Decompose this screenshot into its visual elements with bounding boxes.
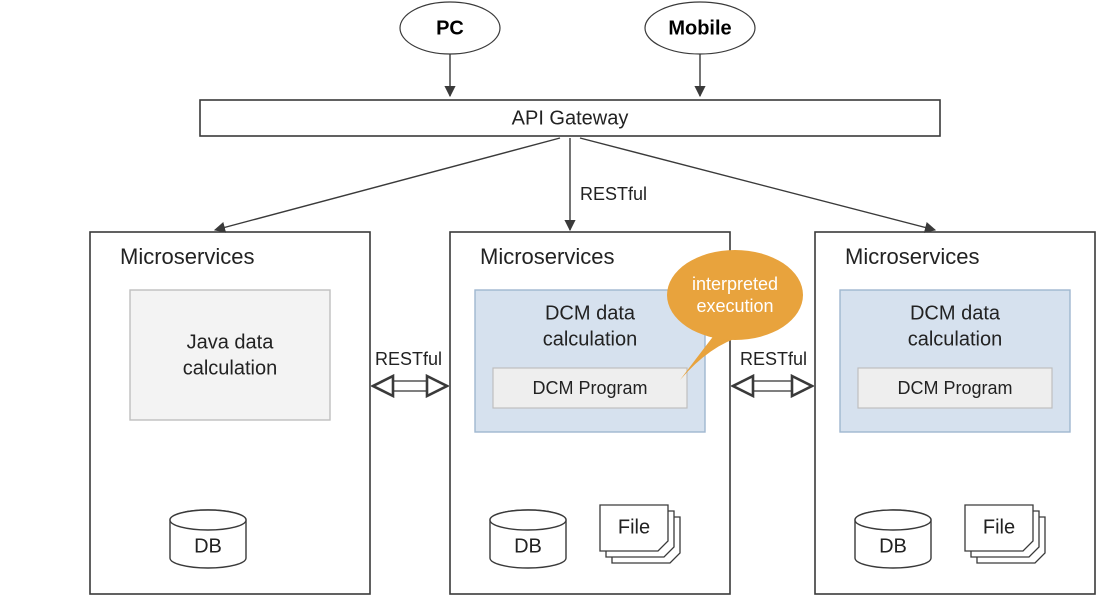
db-icon: DB [855,510,931,568]
db-icon: DB [170,510,246,568]
svg-text:File: File [983,516,1015,538]
svg-text:DCM Program: DCM Program [897,378,1012,398]
svg-text:DCM data: DCM data [910,302,1001,324]
svg-text:execution: execution [696,296,773,316]
java-calc-box [130,290,330,420]
edge-gateway-to-service-0 [215,138,560,230]
edge-restful-bidir-1: RESTful [735,349,810,391]
svg-text:DB: DB [514,535,542,557]
svg-text:API Gateway: API Gateway [512,107,629,129]
api-gateway: API Gateway [200,100,940,136]
svg-text:RESTful: RESTful [580,184,647,204]
file-icon: File [965,505,1045,563]
svg-text:File: File [618,516,650,538]
svg-text:Mobile: Mobile [668,17,731,39]
svg-text:DCM data: DCM data [545,302,636,324]
db-icon: DB [490,510,566,568]
svg-text:Microservices: Microservices [120,244,254,269]
svg-text:RESTful: RESTful [375,349,442,369]
svg-text:interpreted: interpreted [692,274,778,294]
client-pc: PC [400,2,500,54]
svg-text:Microservices: Microservices [845,244,979,269]
svc-dcm-2: Microservices DCM data calculation DCM Prog… [815,232,1095,594]
svg-text:calculation: calculation [543,328,638,350]
svg-text:DB: DB [879,535,907,557]
client-mobile: Mobile [645,2,755,54]
svg-text:calculation: calculation [183,357,278,379]
file-icon: File [600,505,680,563]
svg-text:calculation: calculation [908,328,1003,350]
svg-text:Microservices: Microservices [480,244,614,269]
svg-text:DB: DB [194,535,222,557]
svg-text:Java data: Java data [187,331,275,353]
svg-text:PC: PC [436,17,464,39]
svc-java: Microservices Java data calculation DB [90,232,370,594]
edge-restful-bidir-0: RESTful [375,349,445,391]
svg-text:DCM Program: DCM Program [532,378,647,398]
svg-text:RESTful: RESTful [740,349,807,369]
